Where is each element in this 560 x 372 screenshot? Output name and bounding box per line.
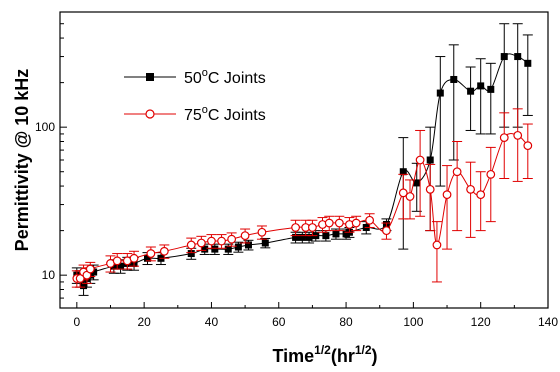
x-axis-label: Time1/2(hr1/2) [272, 343, 377, 366]
series-2-point [415, 155, 425, 165]
series-2-point [159, 246, 169, 256]
series-2-point [466, 184, 475, 194]
series-1-error-bar [465, 66, 476, 131]
series-1-point [413, 179, 421, 187]
series-2-point [85, 264, 95, 274]
axis-ticks: 0 20 40 60 80 100 120 140 10 100 [35, 11, 558, 329]
series-1-point [80, 282, 88, 290]
series-2-point [523, 141, 533, 151]
series-2-point [324, 218, 334, 228]
series-1-point [211, 245, 219, 253]
x-tick-label-3: 60 [272, 315, 286, 329]
series-1-point [399, 168, 407, 176]
series-1-point [187, 250, 195, 258]
series-2-point [186, 240, 196, 250]
series-2-point [398, 188, 408, 198]
series-2-error-bar [475, 171, 486, 232]
series-1-point [322, 232, 330, 240]
series-2-point [334, 218, 344, 228]
x-tick-label-2: 40 [205, 315, 219, 329]
series-2-error-bar [465, 161, 476, 238]
series-1-point [426, 156, 434, 164]
series-2-point [227, 234, 237, 244]
series-1-point [117, 262, 125, 270]
series-2-point [513, 130, 523, 140]
series-1-point [514, 53, 522, 61]
series-2-point [217, 236, 226, 246]
series-1-error-bar [485, 62, 496, 135]
series-2-point [476, 190, 486, 200]
series-2-point [442, 190, 452, 200]
series-2-point [240, 231, 250, 241]
legend-entry-series-1: 50oC Joints [124, 67, 266, 87]
y-tick-label-1: 100 [35, 120, 55, 134]
svg-text:75oC Joints: 75oC Joints [184, 104, 266, 124]
series-1-point [436, 89, 444, 97]
series-1-point [201, 245, 209, 253]
series-2-point [486, 169, 496, 179]
x-tick-label-5: 100 [403, 315, 423, 329]
series-1-point [467, 87, 475, 95]
series-2-error-bar [485, 146, 496, 223]
x-tick-label-7: 140 [538, 315, 558, 329]
series-2-error-bar [452, 141, 463, 232]
series-1 [71, 23, 533, 296]
y-axis-label: Permittivity @ 10 kHz [12, 69, 32, 252]
series-2-error-bar [522, 123, 533, 179]
series-2-point [146, 249, 156, 258]
series-1-error-bar [435, 56, 446, 187]
series-2-point [308, 223, 317, 232]
series-layer [71, 23, 533, 296]
x-tick-label-4: 80 [339, 315, 353, 329]
series-2-point [291, 223, 300, 232]
series-2-point [257, 227, 267, 237]
series-1-point [305, 233, 313, 241]
series-2-point [365, 215, 375, 225]
series-2-point [129, 253, 139, 263]
series-2-point [112, 256, 122, 266]
series-2-point [432, 240, 442, 250]
series-2-error-bar [442, 165, 453, 250]
svg-text:50oC Joints: 50oC Joints [184, 67, 266, 87]
series-1-point [292, 233, 300, 241]
series-1-point [298, 233, 306, 241]
series-2-error-bar [425, 163, 436, 232]
series-2-point [452, 167, 462, 177]
series-2-point [351, 218, 361, 228]
series-2-point [499, 133, 509, 143]
series-2-point [405, 192, 415, 201]
series-2-point [425, 184, 435, 194]
series-1-point [450, 75, 458, 83]
series-1-point [90, 268, 98, 276]
series-1-point [234, 243, 242, 251]
series-2-point [382, 226, 391, 236]
series-1-point [524, 59, 532, 67]
series-1-error-bar [522, 34, 533, 116]
legend: 50oC Joints 75oC Joints [124, 67, 266, 124]
series-1-point [332, 230, 340, 238]
series-2-error-bar [415, 129, 426, 217]
series-2-point [196, 238, 206, 248]
series-1-point [500, 53, 508, 61]
series-1-point [261, 239, 269, 247]
series-2-error-bar [499, 112, 510, 179]
series-1-error-bar [499, 23, 510, 128]
y-tick-label-0: 10 [42, 268, 56, 282]
series-2-point [207, 236, 216, 246]
series-1-point [224, 245, 232, 253]
series-1-point [477, 82, 485, 90]
series-1-error-bar [475, 58, 486, 135]
series-1-point [144, 254, 152, 262]
series-2-error-bar [431, 221, 442, 283]
x-tick-label-1: 20 [137, 315, 151, 329]
series-1-point [244, 241, 252, 249]
legend-entry-series-2: 75oC Joints [124, 104, 266, 124]
series-2-error-bar [512, 108, 523, 182]
x-tick-label-0: 0 [73, 315, 80, 329]
series-2 [71, 108, 533, 288]
series-1-point [487, 85, 495, 93]
x-tick-label-6: 120 [471, 315, 491, 329]
